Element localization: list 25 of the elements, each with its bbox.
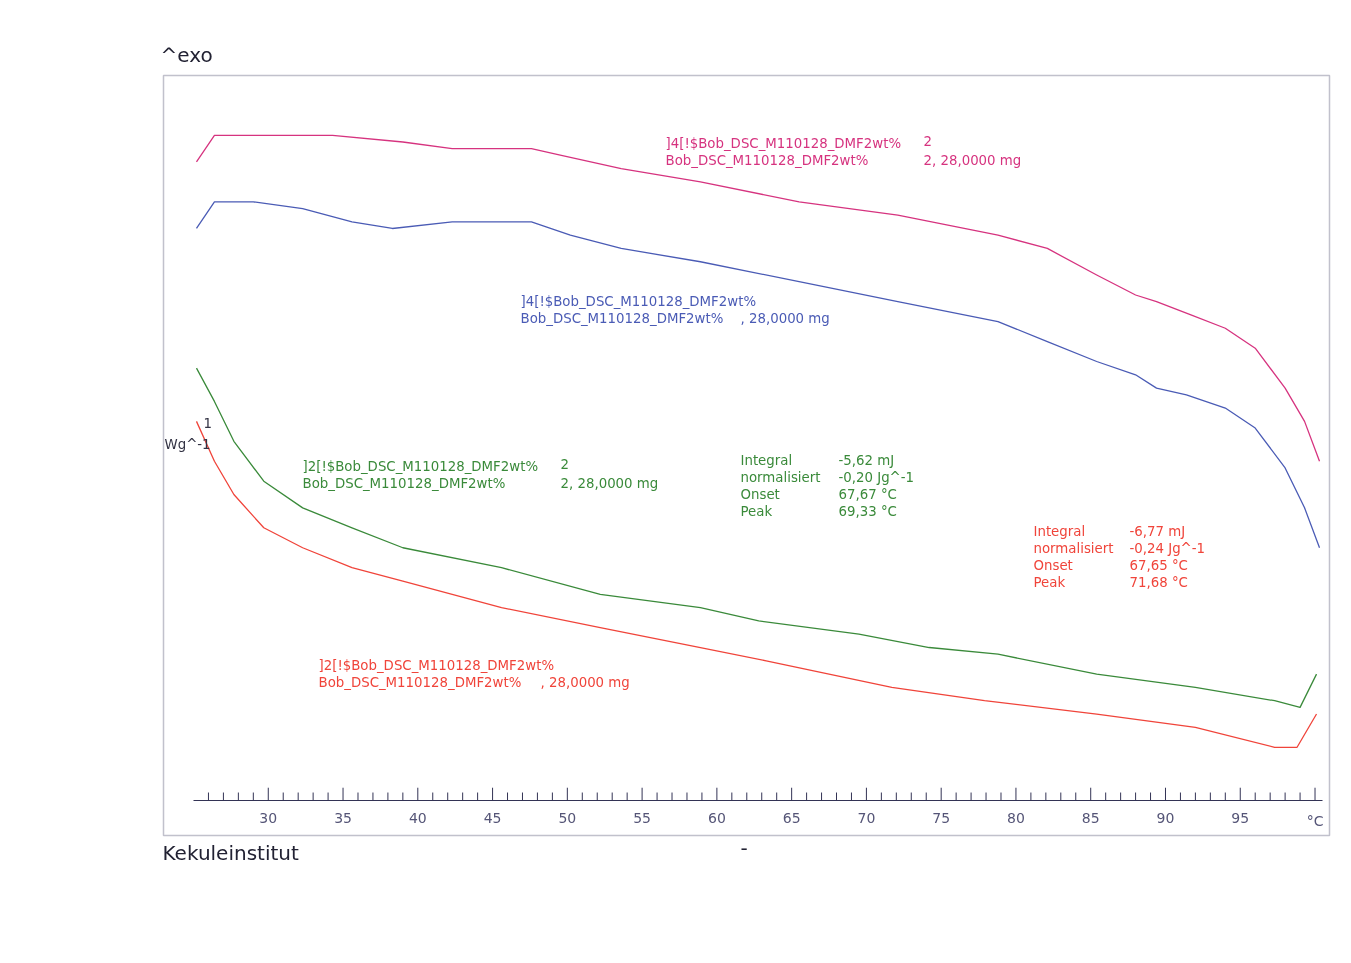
x-tick-label: 35	[334, 809, 352, 826]
x-tick-label: 95	[1231, 809, 1250, 826]
chart-title: ^exo	[160, 42, 213, 67]
text: ]2[!$Bob_DSC_M110128_DMF2wt% Bob_DSC_M110128_DMF2wt% , 28,0000 mg	[318, 657, 630, 690]
text: Integral -6,77 mJ normalisiert -0,24 Jg^-1 Onset 67,65 °C Peak 71,68 °C	[1033, 523, 1206, 590]
text: ]4[!$Bob_DSC_M110128_DMF2wt% 2 Bob_DSC_M110128_DMF2wt% 2, 28,0000 mg	[665, 133, 1022, 168]
x-tick-label: 45	[483, 809, 502, 826]
x-tick-label: °C	[1306, 812, 1324, 829]
text: ]2[!$Bob_DSC_M110128_DMF2wt% 2 Bob_DSC_M110128_DMF2wt% 2, 28,0000 mg	[302, 456, 659, 491]
text: -	[740, 835, 748, 860]
x-tick-label: 60	[707, 809, 726, 826]
text: Kekuleinstitut	[162, 840, 299, 865]
x-tick-label: 70	[857, 809, 876, 826]
x-tick-label: 75	[932, 809, 951, 826]
x-tick-label: 90	[1156, 809, 1175, 826]
x-tick-label: 55	[633, 809, 652, 826]
x-tick-label: 30	[259, 809, 278, 826]
x-tick-label: 50	[558, 809, 577, 826]
x-tick-label: 80	[1007, 809, 1025, 826]
x-tick-label: 65	[782, 809, 801, 826]
x-tick-label: 85	[1081, 809, 1100, 826]
text: Integral -5,62 mJ normalisiert -0,20 Jg^-1 Onset 67,67 °C Peak 69,33 °C	[740, 452, 915, 519]
text: ]4[!$Bob_DSC_M110128_DMF2wt% Bob_DSC_M110128_DMF2wt% , 28,0000 mg	[520, 293, 830, 326]
annotation: 1	[203, 415, 212, 431]
x-tick-label: 40	[408, 809, 427, 826]
